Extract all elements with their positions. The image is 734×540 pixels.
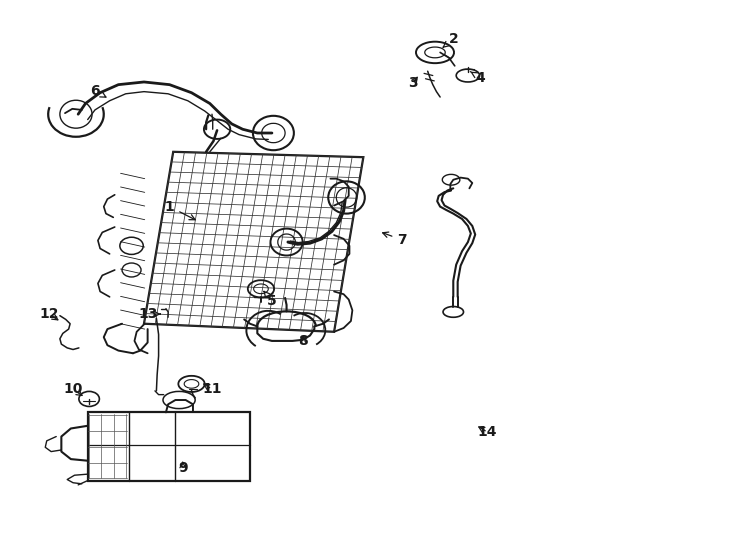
Text: 5: 5 bbox=[264, 291, 277, 308]
Text: 2: 2 bbox=[443, 32, 458, 48]
Text: 13: 13 bbox=[138, 307, 160, 321]
Text: 14: 14 bbox=[478, 425, 498, 439]
Text: 9: 9 bbox=[178, 461, 188, 475]
Text: 8: 8 bbox=[298, 334, 308, 348]
Text: 12: 12 bbox=[39, 307, 59, 321]
Text: 10: 10 bbox=[63, 382, 83, 396]
Text: 7: 7 bbox=[382, 232, 407, 247]
Text: 11: 11 bbox=[203, 382, 222, 396]
Text: 6: 6 bbox=[90, 84, 106, 98]
Text: 4: 4 bbox=[470, 71, 485, 85]
Text: 3: 3 bbox=[408, 76, 418, 90]
Text: 1: 1 bbox=[164, 200, 195, 220]
